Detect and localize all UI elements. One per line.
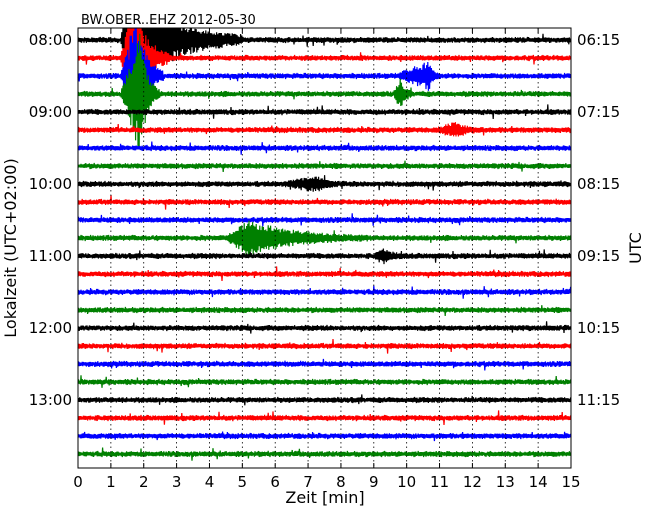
trace-line-23 (77, 447, 572, 461)
trace-line-7 (77, 160, 572, 173)
x-tick-label-3: 3 (172, 473, 182, 491)
x-axis-label: Zeit [min] (285, 488, 364, 507)
chart-title: BW.OBER..EHZ 2012-05-30 (81, 13, 256, 28)
left-tick-label-3: 11:00 (29, 247, 72, 265)
x-tick-label-0: 0 (73, 473, 83, 491)
trace-line-8 (77, 175, 572, 192)
trace-line-21 (77, 410, 572, 425)
trace-line-19 (77, 375, 572, 388)
left-axis-label: Lokalzeit (UTC+02:00) (1, 158, 20, 337)
x-tick-label-2: 2 (139, 473, 149, 491)
trace-line-3 (77, 33, 572, 147)
right-tick-label-1: 07:15 (577, 103, 620, 121)
left-tick-label-5: 13:00 (29, 391, 72, 409)
right-tick-label-5: 11:15 (577, 391, 620, 409)
trace-line-22 (77, 431, 572, 442)
trace-line-18 (77, 358, 572, 371)
x-tick-label-6: 6 (270, 473, 280, 491)
trace-line-5 (77, 122, 572, 137)
right-tick-label-2: 08:15 (577, 175, 620, 193)
right-axis-label: UTC (626, 232, 645, 264)
x-tick-label-11: 11 (430, 473, 449, 491)
trace-line-16 (77, 321, 572, 334)
x-tick-label-14: 14 (529, 473, 548, 491)
x-tick-label-7: 7 (303, 473, 313, 491)
plot-frame (77, 27, 572, 469)
x-tick-label-10: 10 (397, 473, 416, 491)
right-axis-ticks: 06:15 07:15 08:15 09:15 10:15 11:15 (566, 31, 620, 409)
trace-line-11 (77, 220, 572, 256)
x-tick-label-8: 8 (336, 473, 346, 491)
x-tick-label-12: 12 (463, 473, 482, 491)
left-tick-label-1: 09:00 (29, 103, 72, 121)
trace-line-12 (77, 248, 572, 265)
x-tick-label-9: 9 (369, 473, 379, 491)
trace-line-6 (77, 141, 572, 155)
trace-line-1 (77, 27, 572, 105)
trace-line-2 (77, 27, 572, 124)
right-tick-label-4: 10:15 (577, 319, 620, 337)
x-tick-label-4: 4 (205, 473, 215, 491)
x-tick-label-13: 13 (496, 473, 515, 491)
left-tick-label-4: 12:00 (29, 319, 72, 337)
right-tick-label-0: 06:15 (577, 31, 620, 49)
trace-line-13 (77, 266, 572, 281)
right-tick-label-3: 09:15 (577, 247, 620, 265)
trace-line-9 (77, 195, 572, 210)
x-tick-label-15: 15 (561, 473, 580, 491)
x-tick-label-5: 5 (238, 473, 248, 491)
trace-line-20 (77, 394, 572, 406)
trace-line-0 (77, 27, 572, 103)
trace-line-4 (77, 104, 572, 119)
left-tick-label-2: 10:00 (29, 175, 72, 193)
x-axis-ticks: 0 1 2 3 4 5 6 7 8 9 10 11 12 13 14 15 (73, 28, 581, 491)
trace-line-15 (77, 305, 572, 317)
left-axis-ticks: 08:00 09:00 10:00 11:00 12:00 13:00 (29, 31, 83, 409)
trace-line-10 (77, 213, 572, 227)
trace-line-14 (77, 285, 572, 299)
left-tick-label-0: 08:00 (29, 31, 72, 49)
trace-line-17 (77, 339, 572, 354)
grid-layer (110, 28, 539, 468)
x-tick-label-1: 1 (106, 473, 116, 491)
traces-layer (77, 27, 572, 461)
